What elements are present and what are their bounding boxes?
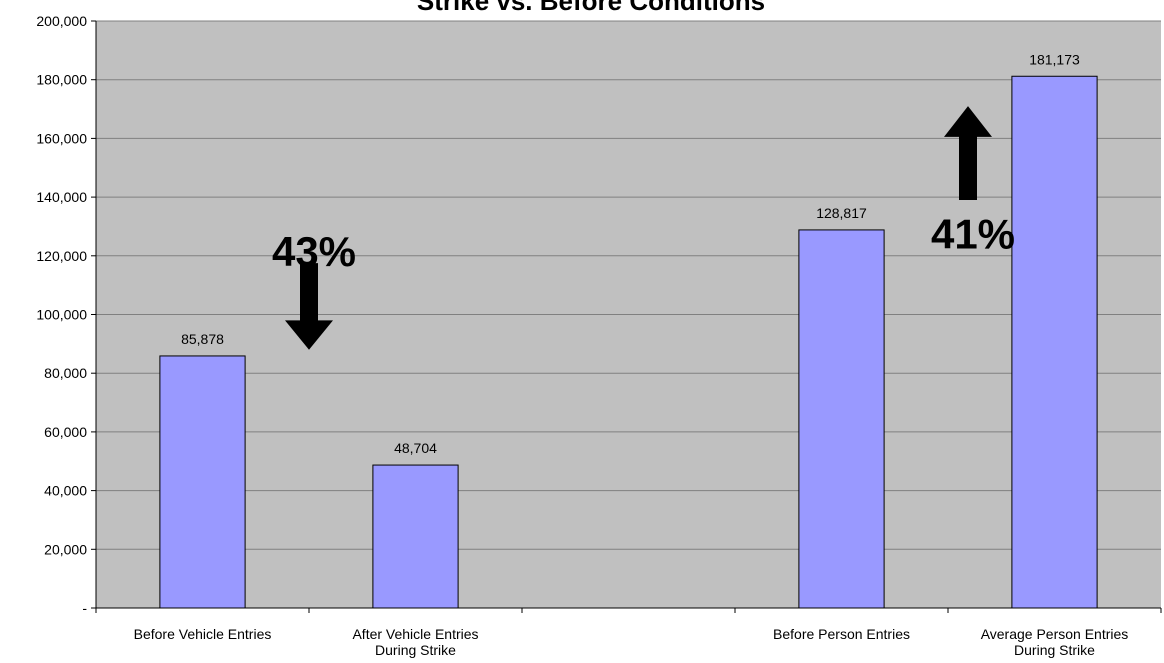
increase-annotation: 41% [931,106,1015,257]
y-tick-label: 180,000 [36,72,87,88]
x-tick-label: Before Person Entries [773,626,910,642]
y-tick-label: 60,000 [44,424,87,440]
x-tick-label: Average Person Entries [981,626,1129,642]
bar [798,229,885,609]
y-tick-label: - [82,600,87,616]
bar [372,464,459,609]
y-tick-label: 80,000 [44,365,87,381]
down-arrow-icon [285,263,333,350]
bar [1011,75,1098,609]
up-arrow-icon [944,106,992,201]
y-tick-label: 100,000 [36,307,87,323]
x-tick-label: After Vehicle Entries [352,626,478,642]
x-tick-label: During Strike [1014,642,1095,658]
y-tick-label: 40,000 [44,483,87,499]
data-label: 181,173 [1029,51,1080,67]
bar [159,355,246,609]
y-tick-label: 140,000 [36,189,87,205]
data-label: 128,817 [816,205,867,221]
chart-title: Strike vs. Before Conditions [417,0,765,16]
data-label: 85,878 [181,331,224,347]
percent-label: 41% [931,210,1015,257]
x-tick-label: Before Vehicle Entries [134,626,272,642]
y-tick-label: 160,000 [36,130,87,146]
data-label: 48,704 [394,440,437,456]
y-tick-label: 200,000 [36,13,87,29]
y-tick-label: 120,000 [36,248,87,264]
x-tick-label: During Strike [375,642,456,658]
y-tick-label: 20,000 [44,541,87,557]
decrease-annotation: 43% [272,228,356,350]
